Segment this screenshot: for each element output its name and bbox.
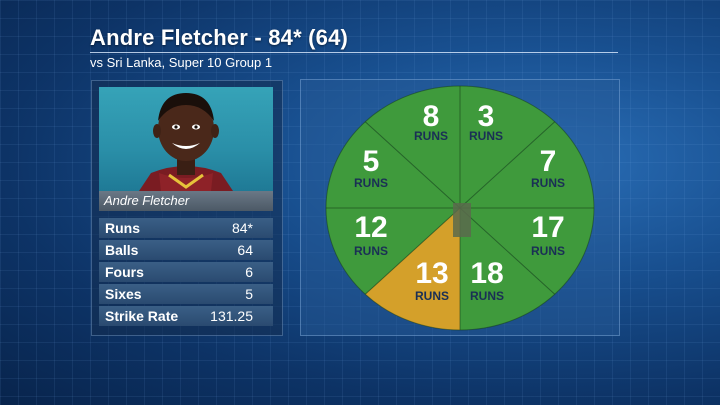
match-subtitle: vs Sri Lanka, Super 10 Group 1 [90, 55, 273, 70]
zone-5-label: 18 RUNS [470, 257, 504, 303]
stat-label: Sixes [105, 286, 142, 302]
zone-runs-unit: RUNS [531, 176, 565, 190]
zone-runs-value: 7 [540, 145, 557, 178]
player-name-bar: Andre Fletcher [99, 191, 273, 211]
wagon-wheel-sector [365, 86, 460, 208]
stat-value: 64 [237, 242, 253, 258]
zone-runs-unit: RUNS [531, 244, 565, 258]
sector-divider-line [459, 207, 556, 295]
stat-label: Fours [105, 264, 144, 280]
zone-4-label: 17 RUNS [531, 211, 565, 258]
zone-runs-unit: RUNS [414, 129, 448, 143]
stat-label: Strike Rate [105, 308, 179, 324]
boundary-rim [325, 85, 595, 331]
stat-value: 131.25 [210, 308, 253, 324]
zone-8-label: 5 RUNS [354, 145, 388, 190]
zone-6-label: 13 RUNS [415, 257, 449, 303]
zone-2-label: 3 RUNS [469, 100, 503, 143]
zone-runs-unit: RUNS [469, 129, 503, 143]
zone-runs-unit: RUNS [415, 289, 449, 303]
sector-divider-line [364, 207, 461, 295]
zone-1-label: 8 RUNS [414, 100, 448, 143]
stat-label: Balls [105, 242, 139, 258]
wagon-wheel-sector [365, 208, 460, 330]
zone-runs-value: 8 [423, 100, 440, 133]
stat-label: Runs [105, 220, 140, 236]
stat-row-strike-rate: Strike Rate 131.25 [99, 306, 273, 326]
stat-row-sixes: Sixes 5 [99, 284, 273, 304]
title-divider [90, 52, 618, 53]
wagon-wheel-sector [460, 208, 555, 330]
zone-runs-unit: RUNS [470, 289, 504, 303]
zone-7-label: 12 RUNS [354, 211, 388, 258]
sector-divider-line [364, 121, 461, 209]
zone-runs-value: 12 [354, 211, 387, 244]
wagon-wheel-sector [460, 208, 594, 295]
stat-row-fours: Fours 6 [99, 262, 273, 282]
wagon-wheel-sector [460, 86, 555, 208]
stat-value: 6 [245, 264, 253, 280]
wagon-wheel-sector [460, 121, 594, 208]
stat-value: 84* [231, 220, 253, 236]
wagon-wheel-dividers [325, 85, 595, 331]
wagon-wheel-sector [326, 121, 460, 208]
zone-runs-value: 13 [415, 257, 448, 290]
stat-row-runs: Runs 84* [99, 218, 273, 238]
zone-runs-value: 17 [531, 211, 564, 244]
page-title: Andre Fletcher - 84* (64) [90, 25, 349, 50]
zone-runs-value: 3 [478, 100, 495, 133]
sector-divider-line [459, 121, 556, 209]
zone-runs-unit: RUNS [354, 176, 388, 190]
stat-row-balls: Balls 64 [99, 240, 273, 260]
zone-runs-unit: RUNS [354, 244, 388, 258]
wagon-wheel: 8 RUNS 3 RUNS 7 RUNS 17 RUNS 18 RUNS 13 … [325, 85, 595, 331]
player-portrait-icon [139, 93, 233, 191]
player-photo [99, 87, 273, 191]
wagon-wheel-sector [326, 208, 460, 295]
zone-3-label: 7 RUNS [531, 145, 565, 190]
zone-runs-value: 5 [363, 145, 380, 178]
pitch-strip [453, 203, 471, 237]
zone-runs-value: 18 [470, 257, 503, 290]
stat-value: 5 [245, 286, 253, 302]
wagon-wheel-sectors [326, 86, 594, 330]
